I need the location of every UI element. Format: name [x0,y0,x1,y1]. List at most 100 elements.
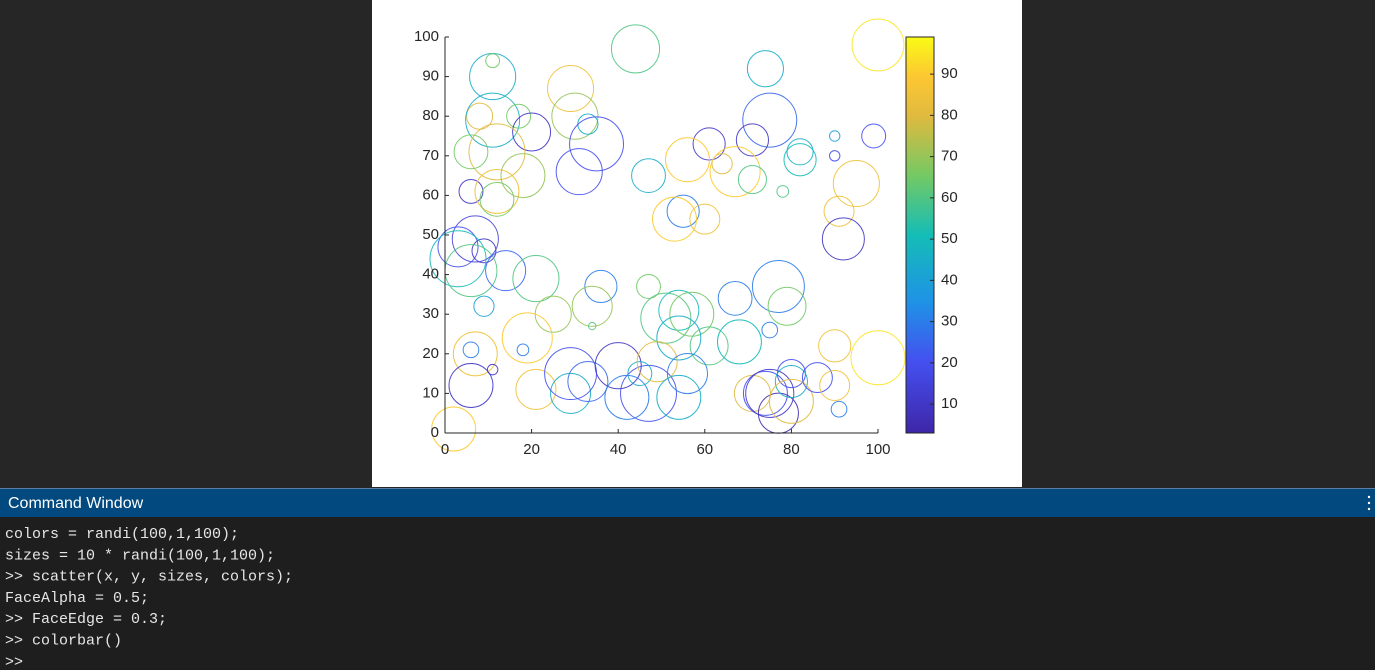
bubble [431,406,477,452]
command-line: FaceAlpha = 0.5; [5,590,149,607]
x-tick-label: 20 [523,441,540,458]
bubble [500,153,546,199]
bubble [786,138,814,166]
command-window-header [0,489,1375,517]
bubble [669,291,715,337]
bubble [746,50,784,88]
bubble [547,64,595,113]
bubble [656,315,702,361]
bubble [594,342,642,390]
command-window [0,488,1375,670]
x-tick-label: 40 [610,441,627,458]
bubble [569,116,625,172]
y-tick-label: 50 [422,226,439,243]
colorbar-tick-label: 50 [941,230,958,247]
bubble [448,362,494,408]
bubble [709,146,761,198]
bubble [717,280,753,316]
colorbar-tick-label: 70 [941,148,958,165]
bubble [767,286,807,326]
y-tick-label: 90 [422,68,439,85]
bubble [627,361,653,387]
command-line: >> colorbar() [5,632,122,649]
colorbar-tick-label: 40 [941,271,958,288]
colorbar-tick-label: 60 [941,189,958,206]
bubble [452,331,498,377]
bubble [742,370,788,416]
bubble [567,360,609,403]
bubble [458,178,484,204]
bubble [512,255,560,303]
bubble [652,196,697,242]
bubble [588,321,597,331]
bubble [666,194,700,228]
bubble [751,260,805,313]
bubble [830,400,848,418]
x-tick-label: 100 [865,441,890,458]
bubble [735,123,770,157]
command-line: >> [5,654,23,670]
bubble [761,321,779,339]
y-tick-label: 100 [414,28,439,45]
colorbar-tick-label: 80 [941,106,958,123]
bubble [465,92,521,148]
panel-title: Command Window [8,495,144,512]
bubble [823,195,855,227]
bubble [768,378,814,424]
bubble [666,353,709,395]
bubble [742,92,798,148]
bubble [828,150,841,162]
x-tick-label: 80 [783,441,800,458]
bubble [571,285,613,327]
bubble [506,103,532,129]
command-line: >> FaceEdge = 0.3; [5,611,167,628]
bubble [550,372,592,414]
colorbar-tick-label: 90 [941,65,958,82]
bubble [473,295,495,317]
panel-menu[interactable] [1367,495,1371,511]
bubble [485,250,527,292]
bubble [453,134,489,170]
bubble [468,123,526,181]
bubble [501,312,553,364]
bubble [555,148,603,196]
bubble [818,329,852,363]
bubble [486,363,499,376]
bubble [737,165,767,195]
bubble [451,215,499,263]
bubble [474,168,520,214]
bubble [656,374,702,420]
bubble [861,123,887,149]
bubble [850,330,906,386]
y-tick-label: 80 [422,107,439,124]
y-tick-label: 20 [422,345,439,362]
bubble [711,153,733,175]
bubble [832,159,880,208]
bubble [776,185,790,198]
bubble [658,289,700,331]
bubble [819,369,851,401]
x-tick-label: 0 [441,441,449,458]
command-line: colors = randi(100,1,100); [5,526,239,543]
y-tick-label: 30 [422,305,439,322]
colorbar [905,36,935,434]
bubble [636,274,661,299]
bubble [604,374,650,420]
bubble [821,217,865,261]
y-tick-label: 40 [422,266,439,283]
bubble [479,181,515,217]
command-line: >> scatter(x, y, sizes, colors); [5,569,293,586]
bubble [471,238,497,264]
bubble [512,112,552,152]
bubble [783,143,817,177]
bubble [516,343,530,357]
bubble [689,326,729,366]
bubble [801,362,833,394]
bubble [828,130,841,142]
bubble [689,203,721,235]
command-line: sizes = 10 * randi(100,1,100); [5,547,275,564]
x-tick-label: 60 [696,441,713,458]
y-tick-label: 0 [431,424,439,441]
bubble [745,368,795,418]
